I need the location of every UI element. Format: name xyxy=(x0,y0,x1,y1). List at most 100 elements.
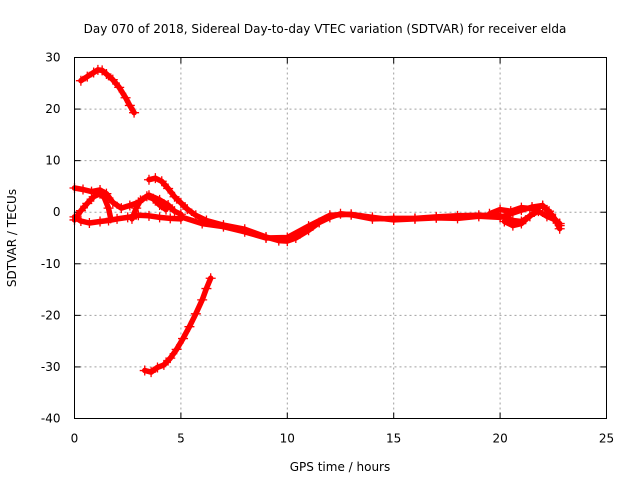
x-axis-label: GPS time / hours xyxy=(290,460,391,474)
y-tick-label: -40 xyxy=(41,412,61,426)
data-point xyxy=(516,218,527,229)
data-point xyxy=(182,204,193,215)
data-point xyxy=(218,221,229,232)
series-trace xyxy=(146,175,533,244)
data-point xyxy=(154,199,165,210)
data-point xyxy=(143,210,154,221)
data-point xyxy=(201,283,212,294)
data-point xyxy=(261,233,272,243)
data-point xyxy=(197,218,208,229)
data-point xyxy=(544,206,555,217)
data-point xyxy=(178,333,189,344)
data-point xyxy=(75,205,86,216)
data-point xyxy=(148,193,159,204)
data-point xyxy=(184,321,195,332)
data-point xyxy=(169,191,180,202)
tick-labels: 0 5 10 15 20 25 -40 -30 -20 -10 0 10 20 30 xyxy=(41,51,614,446)
data-point xyxy=(158,359,169,370)
data-point xyxy=(495,204,506,215)
x-tick-label: 0 xyxy=(71,432,79,446)
plot-frame xyxy=(74,57,607,419)
data-point xyxy=(139,365,150,376)
data-point xyxy=(75,215,86,226)
data-point xyxy=(282,232,293,243)
y-tick-label: 10 xyxy=(45,154,60,168)
series-arc-g xyxy=(143,173,535,247)
axis-ticks xyxy=(74,57,607,419)
data-point xyxy=(524,210,535,221)
grid-lines xyxy=(74,57,607,419)
data-point xyxy=(150,173,161,184)
data-point xyxy=(346,209,357,220)
data-point xyxy=(163,183,174,194)
data-point xyxy=(99,192,110,203)
data-point xyxy=(135,195,146,206)
data-point xyxy=(190,308,201,319)
series-trace xyxy=(141,275,214,375)
data-point xyxy=(141,191,152,202)
data-point xyxy=(120,92,131,103)
data-point xyxy=(324,210,335,221)
data-point xyxy=(116,203,127,214)
data-point xyxy=(156,176,167,187)
data-point xyxy=(190,210,201,221)
data-point xyxy=(484,208,495,219)
data-point xyxy=(88,191,99,202)
series-arc-d xyxy=(69,210,186,229)
data-point xyxy=(175,197,186,208)
data-point xyxy=(171,344,182,355)
data-point xyxy=(78,184,89,195)
data-point xyxy=(516,202,527,213)
data-point xyxy=(143,174,154,185)
x-tick-label: 25 xyxy=(599,432,614,446)
y-tick-label: 30 xyxy=(45,51,60,65)
data-point xyxy=(124,100,135,111)
data-point xyxy=(169,206,180,217)
data-point xyxy=(499,216,510,227)
data-point xyxy=(84,218,95,229)
data-point xyxy=(505,206,516,217)
data-point xyxy=(165,353,176,364)
x-tick-label: 20 xyxy=(492,432,507,446)
data-point xyxy=(507,220,518,231)
data-point xyxy=(205,273,216,284)
x-tick-label: 15 xyxy=(386,432,401,446)
y-tick-label: -20 xyxy=(41,308,61,322)
data-point xyxy=(129,107,140,118)
data-point xyxy=(124,200,135,211)
data-point xyxy=(154,212,165,223)
data-point xyxy=(452,213,463,224)
series-arc-j xyxy=(484,201,565,234)
data-point xyxy=(161,204,172,215)
y-tick-label: -10 xyxy=(41,257,61,271)
data-point xyxy=(86,186,97,197)
data-point xyxy=(388,214,399,225)
data-series xyxy=(69,64,565,378)
series-arc-b xyxy=(139,273,216,378)
y-axis-label: SDTVAR / TECUs xyxy=(5,189,19,287)
data-point xyxy=(107,74,118,85)
data-point xyxy=(431,212,442,223)
data-point xyxy=(131,203,142,214)
data-point xyxy=(88,67,99,78)
data-point xyxy=(165,213,176,224)
data-point xyxy=(537,201,548,212)
data-point xyxy=(239,226,250,237)
data-point xyxy=(367,212,378,223)
data-point xyxy=(114,82,125,93)
data-point xyxy=(554,223,565,234)
data-point xyxy=(527,203,538,214)
data-point xyxy=(82,71,93,82)
y-tick-label: 0 xyxy=(53,205,61,219)
data-point xyxy=(95,216,106,227)
data-point xyxy=(95,188,106,199)
data-point xyxy=(152,362,163,373)
series-arc-f xyxy=(126,191,172,224)
x-tick-label: 5 xyxy=(177,432,185,446)
data-point xyxy=(107,197,118,208)
data-point xyxy=(409,213,420,224)
data-point xyxy=(146,367,157,378)
x-tick-label: 10 xyxy=(280,432,295,446)
data-point xyxy=(550,214,561,225)
